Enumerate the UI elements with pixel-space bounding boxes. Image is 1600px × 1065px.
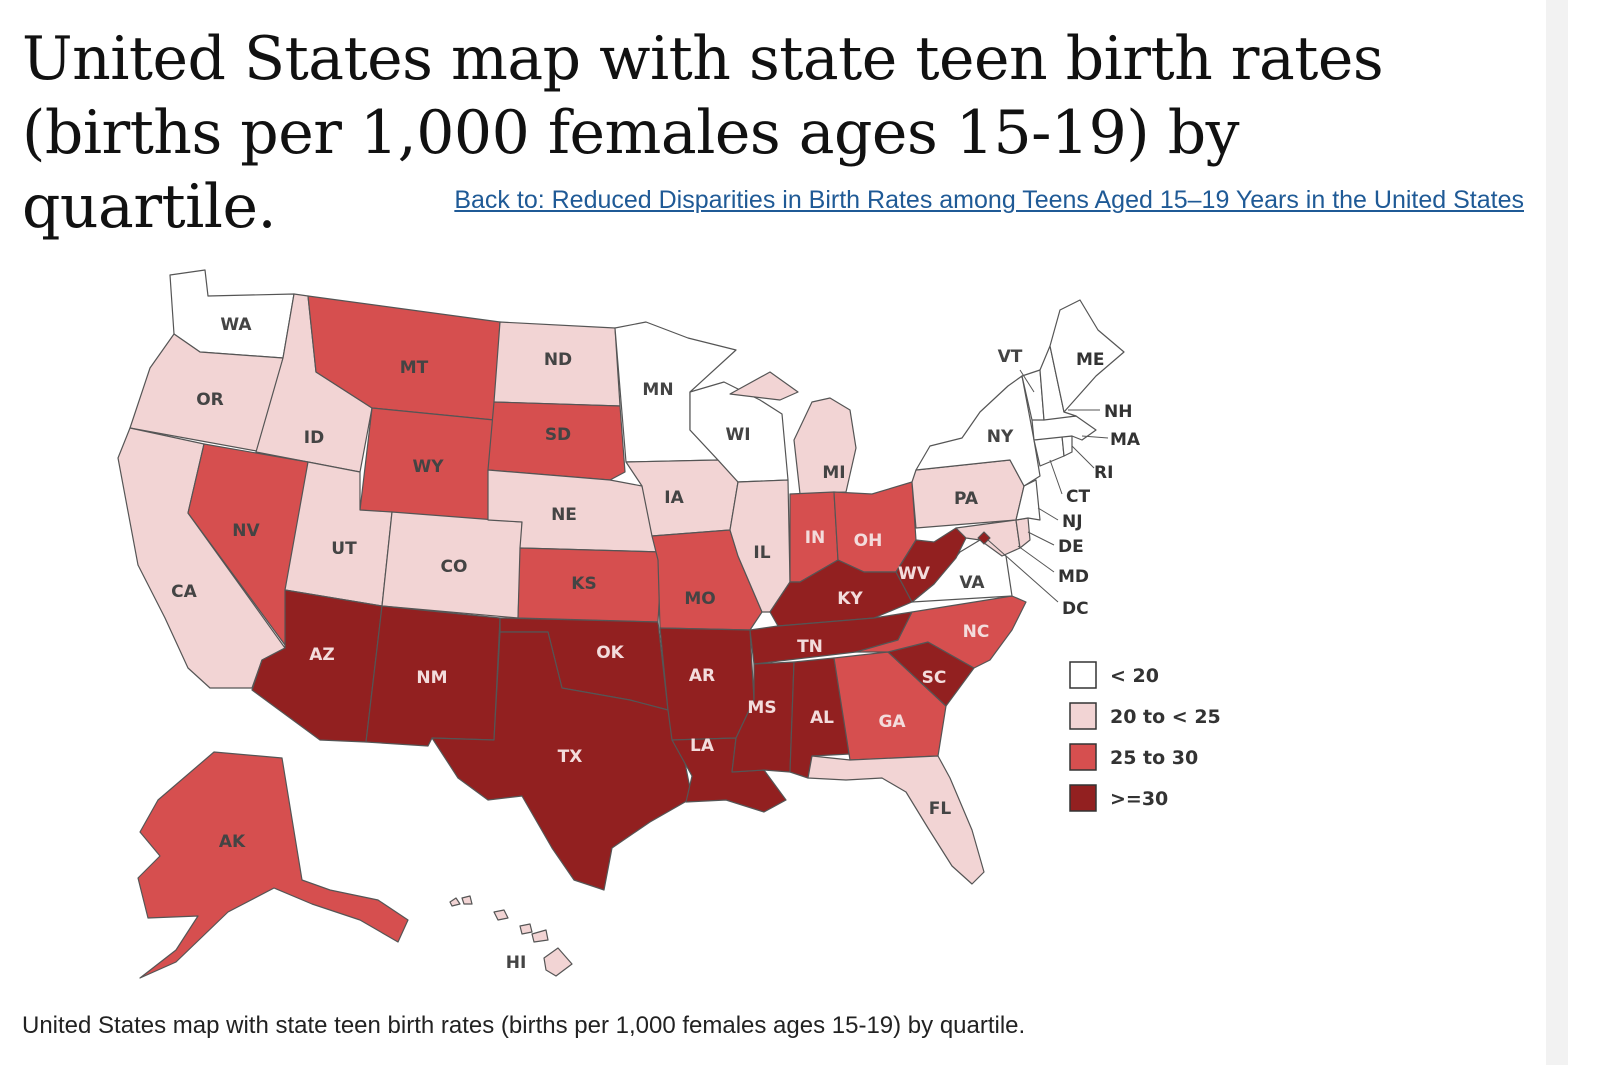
figure-caption: United States map with state teen birth … xyxy=(22,1012,1026,1039)
label-vt: VT xyxy=(998,347,1023,367)
map-legend: < 20 20 to < 25 25 to 30 >=30 xyxy=(1069,661,1221,812)
label-ks: KS xyxy=(571,574,596,594)
label-mt: MT xyxy=(400,358,429,378)
legend-label-q2: 20 to < 25 xyxy=(1110,706,1221,728)
legend-label-q1: < 20 xyxy=(1110,665,1159,687)
state-dc[interactable] xyxy=(977,531,991,545)
state-nc[interactable] xyxy=(855,595,1027,669)
label-ct: CT xyxy=(1066,487,1090,507)
label-ia: IA xyxy=(664,488,684,508)
label-wy: WY xyxy=(412,457,444,477)
legend-swatch-q1 xyxy=(1069,661,1097,689)
us-teen-birth-rate-map: WA OR CA ID NV MT WY UT CO AZ NM ND SD N… xyxy=(117,269,1221,979)
label-wv: WV xyxy=(898,564,931,584)
label-nh: NH xyxy=(1104,402,1132,422)
label-or: OR xyxy=(196,390,224,410)
state-tx[interactable] xyxy=(431,631,693,891)
label-mo: MO xyxy=(684,589,715,609)
label-co: CO xyxy=(441,557,468,577)
label-wi: WI xyxy=(725,425,750,445)
state-nj[interactable] xyxy=(1015,479,1041,521)
label-dc: DC xyxy=(1062,599,1089,619)
legend-label-q3: 25 to 30 xyxy=(1110,747,1198,769)
label-ma: MA xyxy=(1110,430,1141,450)
label-ak: AK xyxy=(219,832,246,852)
label-ms: MS xyxy=(747,698,776,718)
label-az: AZ xyxy=(309,645,334,665)
label-ne: NE xyxy=(551,505,577,525)
label-la: LA xyxy=(690,736,715,756)
label-tn: TN xyxy=(797,637,823,657)
label-va: VA xyxy=(959,573,985,593)
label-ri: RI xyxy=(1094,463,1113,483)
label-ar: AR xyxy=(689,666,715,686)
label-mi: MI xyxy=(822,463,845,483)
label-de: DE xyxy=(1058,537,1084,557)
state-sd[interactable] xyxy=(487,401,626,481)
label-il: IL xyxy=(753,543,770,563)
label-ut: UT xyxy=(331,539,357,559)
state-oh[interactable] xyxy=(833,481,917,573)
label-pa: PA xyxy=(954,489,979,509)
label-ky: KY xyxy=(837,589,863,609)
state-me[interactable] xyxy=(1049,299,1125,413)
state-ga[interactable] xyxy=(833,651,947,761)
label-sd: SD xyxy=(545,425,571,445)
label-ok: OK xyxy=(596,643,624,663)
state-nh[interactable] xyxy=(1039,345,1077,421)
label-nj: NJ xyxy=(1062,512,1083,532)
state-ak[interactable] xyxy=(137,751,409,979)
state-il[interactable] xyxy=(729,479,791,613)
legend-swatch-q4 xyxy=(1069,784,1097,812)
state-mi[interactable] xyxy=(729,371,857,495)
label-sc: SC xyxy=(922,668,947,688)
label-in: IN xyxy=(805,528,826,548)
legend-swatch-q2 xyxy=(1069,702,1097,730)
label-id: ID xyxy=(304,428,324,448)
label-nv: NV xyxy=(232,521,260,541)
state-hi[interactable] xyxy=(449,895,573,977)
state-fl[interactable] xyxy=(807,755,985,885)
label-nd: ND xyxy=(544,350,572,370)
page-title: United States map with state teen birth … xyxy=(22,24,1384,242)
label-fl: FL xyxy=(929,799,952,819)
label-wa: WA xyxy=(220,315,252,335)
state-ri[interactable] xyxy=(1061,435,1073,457)
label-hi: HI xyxy=(506,953,527,973)
label-mn: MN xyxy=(642,380,673,400)
label-ga: GA xyxy=(878,712,906,732)
label-nc: NC xyxy=(963,622,990,642)
back-link[interactable]: Back to: Reduced Disparities in Birth Ra… xyxy=(454,186,1524,214)
label-nm: NM xyxy=(416,668,447,688)
label-oh: OH xyxy=(854,531,883,551)
label-tx: TX xyxy=(558,747,583,767)
label-ny: NY xyxy=(987,427,1014,447)
label-me: ME xyxy=(1076,350,1105,370)
label-al: AL xyxy=(810,708,834,728)
state-ct[interactable] xyxy=(1033,435,1065,467)
legend-label-q4: >=30 xyxy=(1110,788,1168,810)
legend-swatch-q3 xyxy=(1069,743,1097,771)
label-ca: CA xyxy=(171,582,197,602)
scrollbar-track[interactable] xyxy=(1546,0,1568,1065)
label-md: MD xyxy=(1058,567,1089,587)
